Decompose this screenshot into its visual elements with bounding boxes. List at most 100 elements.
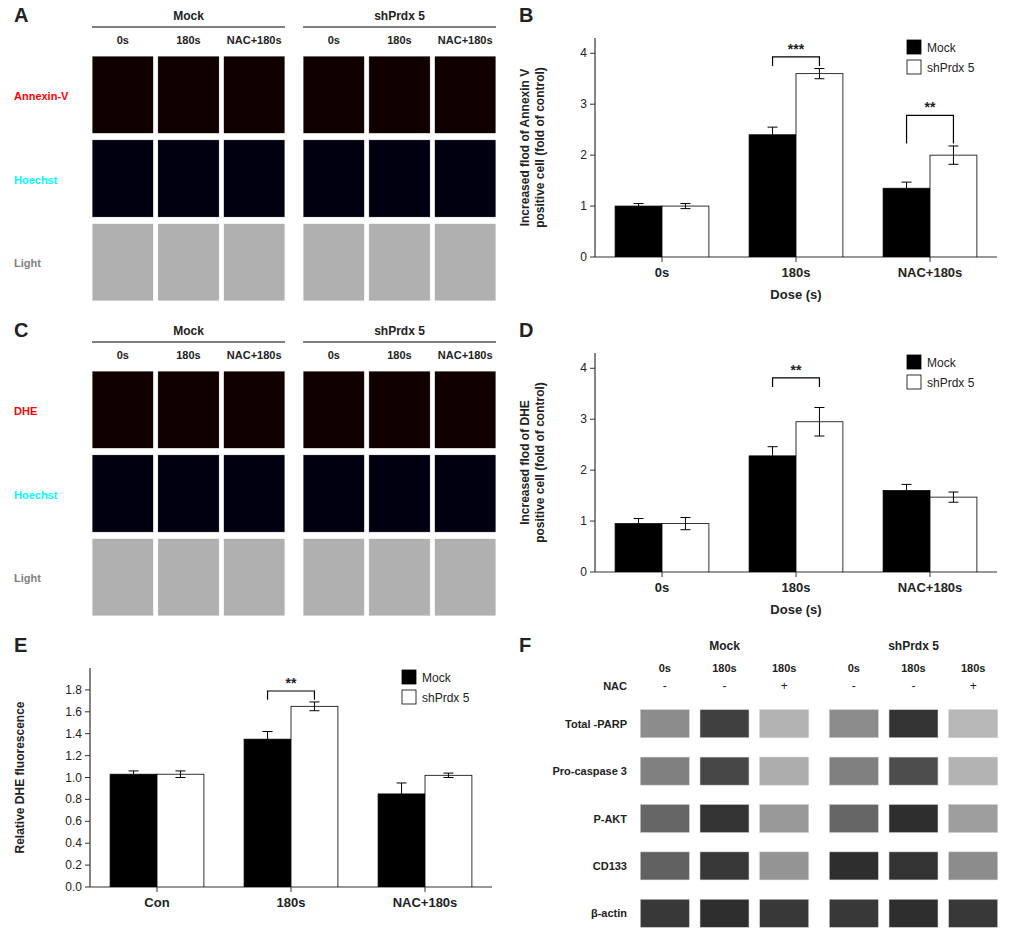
blot-band	[760, 852, 809, 880]
y-tick	[590, 155, 595, 156]
row-label: β-actin	[591, 907, 627, 919]
y-tick	[590, 470, 595, 471]
column-label: 0s	[117, 34, 129, 46]
legend-swatch	[907, 375, 921, 389]
legend-swatch	[402, 670, 416, 684]
legend-label: Mock	[927, 356, 957, 370]
row-label: Annexin-V	[14, 90, 69, 102]
y-tick	[590, 104, 595, 105]
blot-band	[700, 899, 749, 927]
image-cell	[369, 56, 431, 134]
x-tick	[425, 887, 426, 892]
column-label: 180s	[772, 662, 796, 674]
row-label: Pro-caspase 3	[552, 765, 627, 777]
image-cell	[303, 455, 365, 533]
blot-band	[949, 710, 998, 738]
significance-label: **	[791, 362, 802, 378]
treatment-label: -	[663, 679, 667, 693]
y-tick-label: 2	[580, 148, 587, 162]
bar	[749, 456, 796, 572]
y-tick-label: 1.6	[65, 705, 82, 719]
image-cell	[158, 371, 220, 449]
panel-title: B	[519, 4, 533, 26]
y-tick	[85, 887, 90, 888]
blot-panel: FMockshPrdx 50s180s180s0s180s180sNAC--+-…	[519, 634, 998, 927]
group-line	[92, 341, 285, 342]
y-tick-label: 3	[580, 412, 587, 426]
column-label: NAC+180s	[438, 349, 493, 361]
blot-band	[640, 757, 689, 785]
group-header: shPrdx 5	[888, 639, 939, 653]
image-cell	[303, 538, 365, 616]
legend: MockshPrdx 5	[402, 670, 470, 705]
image-grid-panel: CMockshPrdx 50s180sNAC+180s0s180sNAC+180…	[14, 319, 496, 616]
bar	[662, 206, 709, 257]
bar	[291, 706, 338, 887]
treatment-label: -	[723, 679, 727, 693]
x-tick	[796, 257, 797, 262]
error-bar	[309, 702, 319, 711]
blot-band	[949, 852, 998, 880]
image-cell	[92, 223, 154, 301]
treatment-label: +	[781, 679, 788, 693]
error-bar	[634, 204, 644, 209]
significance-label: **	[925, 99, 936, 115]
bar	[157, 774, 204, 887]
column-label: NAC+180s	[227, 349, 282, 361]
x-tick	[796, 572, 797, 577]
significance-bracket	[773, 57, 820, 66]
y-tick-label: 0	[580, 565, 587, 579]
treatment-label: -	[912, 679, 916, 693]
column-label: 180s	[176, 34, 200, 46]
significance-bracket	[907, 115, 954, 143]
legend-swatch	[907, 40, 921, 54]
bar	[883, 188, 930, 257]
column-label: 180s	[387, 34, 411, 46]
row-label: Total -PARP	[565, 718, 627, 730]
significance-bracket	[773, 378, 820, 387]
image-cell	[369, 538, 431, 616]
y-tick	[590, 257, 595, 258]
image-cell	[369, 371, 431, 449]
x-tick	[157, 887, 158, 892]
image-cell	[369, 140, 431, 218]
blot-band	[889, 757, 938, 785]
y-axis-label-line: Increased flod of DHE	[518, 400, 532, 525]
treatment-label: +	[970, 679, 977, 693]
bar	[425, 775, 472, 887]
image-cell	[158, 140, 220, 218]
y-tick-label: 0.2	[65, 858, 82, 872]
error-bar	[768, 447, 778, 465]
y-tick	[590, 206, 595, 207]
figure: AMockshPrdx 50s180sNAC+180s0s180sNAC+180…	[0, 0, 1019, 947]
image-cell	[434, 538, 496, 616]
image-cell	[434, 56, 496, 134]
y-tick-label: 4	[580, 46, 587, 60]
column-label: 180s	[387, 349, 411, 361]
blot-band	[829, 710, 878, 738]
image-cell	[223, 455, 285, 533]
y-axis-label-line: positive cell (fold of control)	[533, 382, 547, 543]
column-label: 0s	[328, 34, 340, 46]
image-cell	[158, 223, 220, 301]
y-tick	[85, 689, 90, 690]
blot-band	[949, 805, 998, 833]
image-cell	[223, 223, 285, 301]
blot-band	[760, 805, 809, 833]
significance-bracket	[268, 691, 315, 700]
blot-band	[889, 899, 938, 927]
column-label: NAC+180s	[438, 34, 493, 46]
column-label: 0s	[848, 662, 860, 674]
row-label: Light	[14, 257, 41, 269]
error-bar	[902, 484, 912, 496]
image-cell	[92, 140, 154, 218]
y-axis-label-line: positive cell (fold of control)	[533, 67, 547, 228]
group-header: Mock	[173, 9, 204, 23]
y-tick-label: 1.4	[65, 727, 82, 741]
image-cell	[92, 538, 154, 616]
legend-swatch	[907, 355, 921, 369]
bar	[930, 155, 977, 257]
y-tick	[590, 521, 595, 522]
x-tick	[291, 887, 292, 892]
error-bar	[814, 69, 824, 79]
